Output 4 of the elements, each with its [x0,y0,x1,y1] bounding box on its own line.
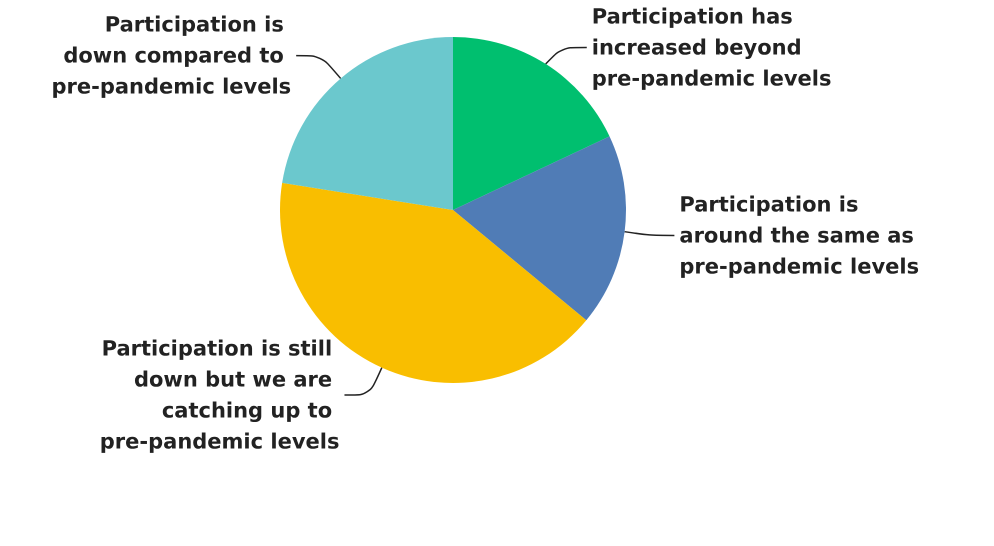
slice-label: Participation is around the same as pre-pandemic levels [679,192,922,278]
slice-label: Participation has increased beyond pre-pandemic levels [592,4,832,90]
slice-label: Participation is still down but we are catching up to pre-pandemic levels [100,336,340,454]
slice-label: Participation is down compared to pre-pandemic levels [51,12,292,99]
